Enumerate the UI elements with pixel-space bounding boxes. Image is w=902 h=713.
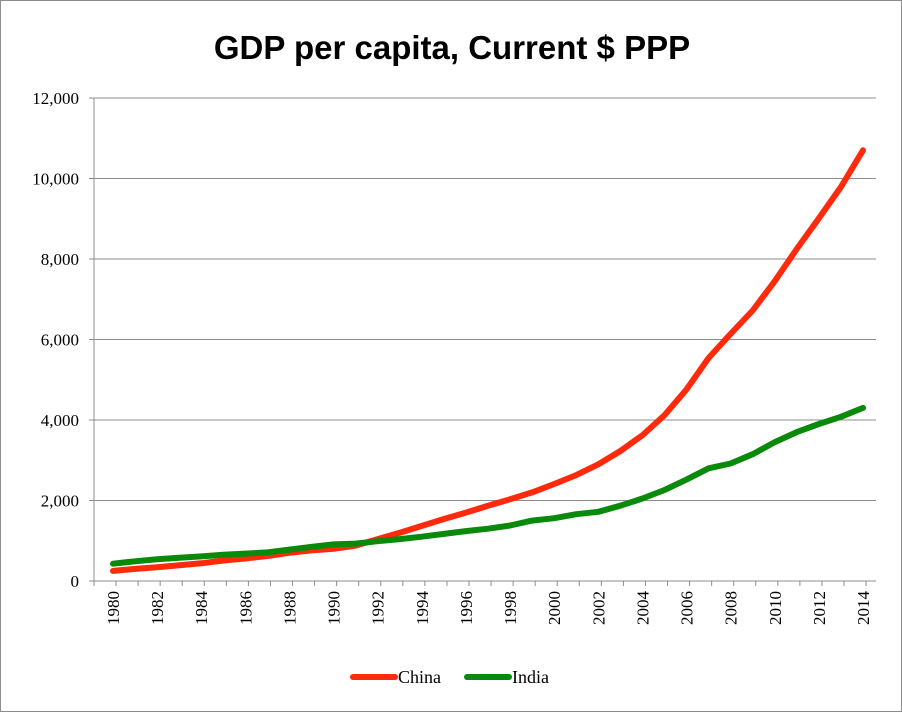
x-tick-label: 2002 [589, 591, 608, 625]
x-tick-label: 1998 [501, 591, 520, 625]
series-line-china [110, 147, 866, 574]
x-tick-label: 1996 [457, 591, 476, 625]
x-tick-label: 1988 [280, 591, 299, 625]
x-tick-label: 2008 [722, 591, 741, 625]
gridlines [94, 97, 876, 501]
y-tick-label: 8,000 [41, 250, 79, 269]
series-line-india [110, 404, 866, 567]
y-tick-label: 6,000 [41, 331, 79, 350]
legend-label-china: China [398, 667, 441, 687]
x-tick-label: 2004 [633, 591, 652, 626]
y-tick-label: 0 [71, 572, 80, 591]
x-tick-label: 1990 [325, 591, 344, 625]
x-tick-label: 2000 [545, 591, 564, 625]
x-tick-label: 1980 [104, 591, 123, 625]
x-tick-label: 1986 [236, 591, 255, 625]
x-tick-label: 2012 [810, 591, 829, 625]
x-tick-label: 1994 [413, 591, 432, 626]
series-lines [110, 147, 866, 574]
x-tick-label: 2006 [678, 591, 697, 625]
y-tick-label: 10,000 [32, 170, 79, 189]
x-tick-label: 2014 [854, 591, 873, 626]
x-tick-label: 1984 [192, 591, 211, 626]
y-tick-label: 4,000 [41, 411, 79, 430]
axes: 0 2,000 4,000 6,000 8,000 10,000 12,000 1980 198… [32, 89, 876, 625]
legend: China India [350, 667, 549, 687]
legend-label-india: India [512, 667, 549, 687]
y-tick-label: 2,000 [41, 492, 79, 511]
x-tick-label: 1992 [369, 591, 388, 625]
y-tick-label: 12,000 [32, 89, 79, 108]
x-tick-label: 1982 [148, 591, 167, 625]
x-tick-label: 2010 [766, 591, 785, 625]
chart-title: GDP per capita, Current $ PPP [214, 29, 690, 66]
